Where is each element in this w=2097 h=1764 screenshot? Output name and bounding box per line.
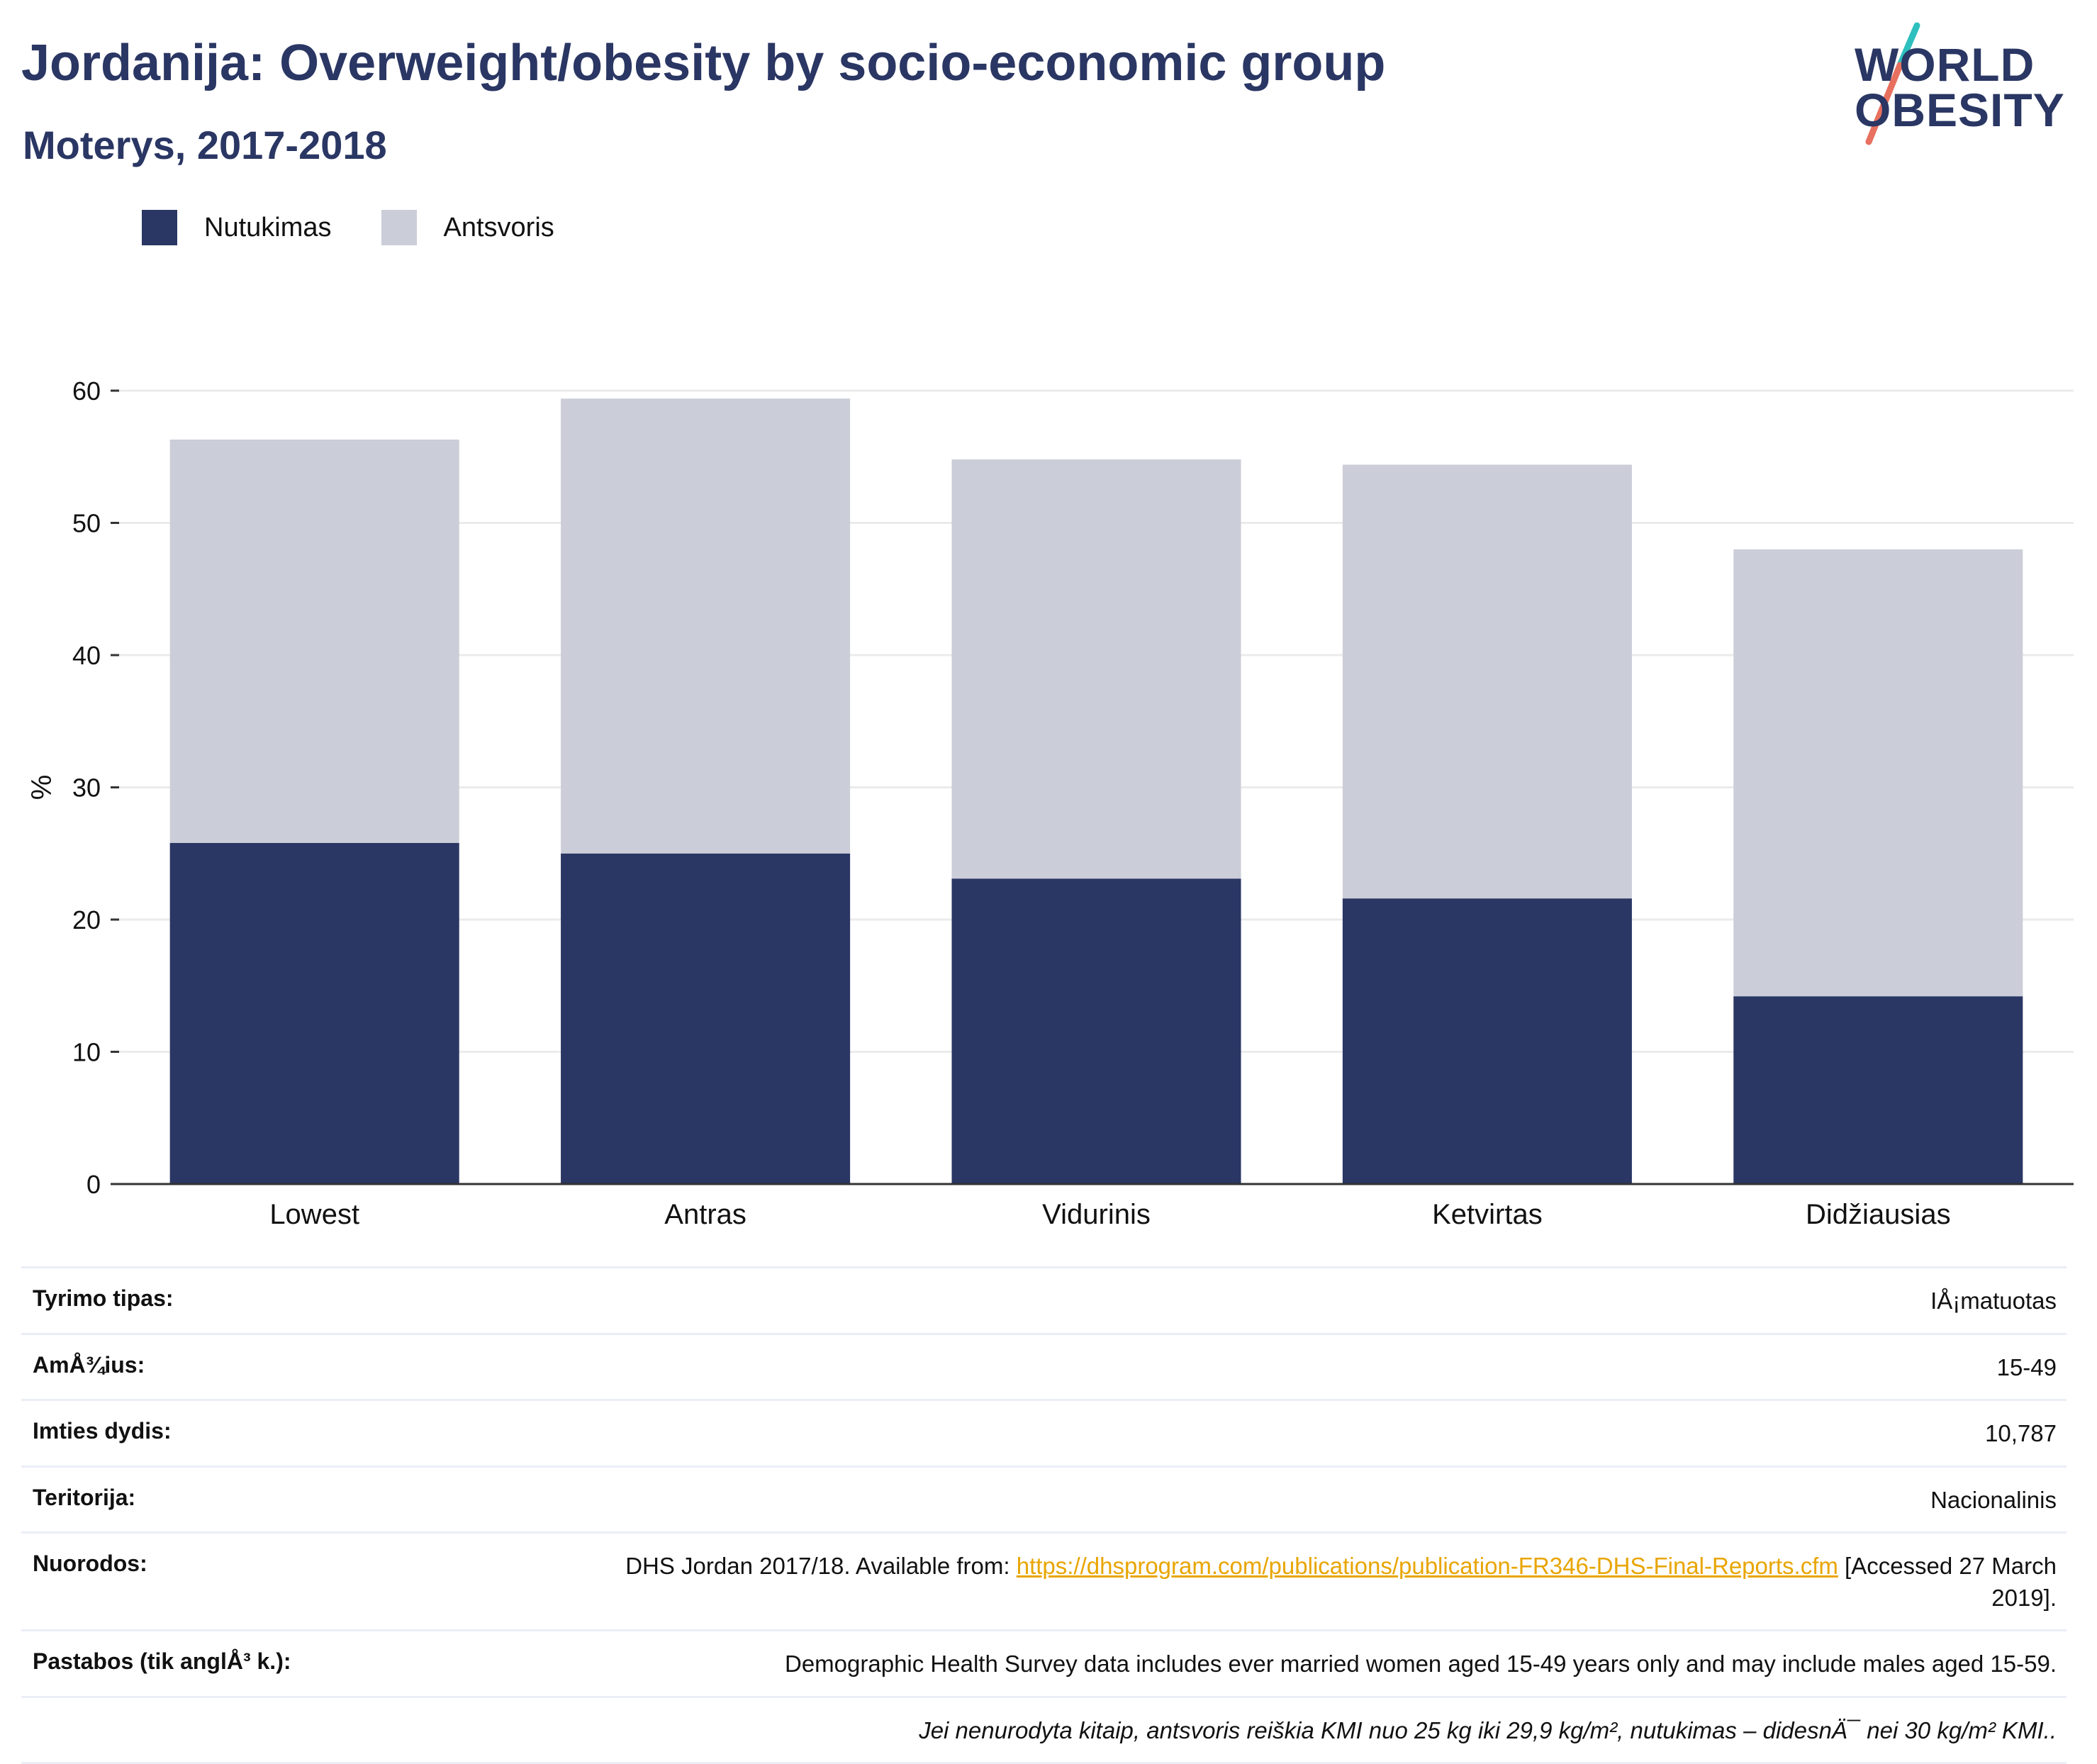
info-table: Tyrimo tipas: IÅ¡matuotas AmÅ¾ius: 15-49… xyxy=(21,1266,2067,1764)
info-row-notes: Pastabos (tik anglÅ³ k.): Demographic He… xyxy=(21,1629,2067,1696)
legend-label-overweight: Antsvoris xyxy=(443,212,554,242)
y-tick-label: 30 xyxy=(72,774,101,803)
info-value-age: 15-49 xyxy=(1996,1353,2057,1380)
info-row-definition: Jei nenurodyta kitaip, antsvoris reiškia… xyxy=(21,1695,2067,1764)
logo-slash-icon xyxy=(1865,22,1920,145)
chart-title: Jordanija: Overweight/obesity by socio-e… xyxy=(21,35,1386,91)
bar-obesity xyxy=(169,842,459,1184)
info-value-territory: Nacionalinis xyxy=(1930,1486,2057,1513)
logo-line-world: WORLD xyxy=(1855,38,2035,91)
reference-suffix: [Accessed 27 March 2019]. xyxy=(1838,1553,2057,1611)
bar-chart: 0 10 20 30 40 50 60% Lowest Antras Vidurinis Ketvi… xyxy=(26,376,2074,1230)
bar-obesity xyxy=(561,853,851,1184)
y-tick-label: 50 xyxy=(72,509,101,538)
info-value-survey-type: IÅ¡matuotas xyxy=(1930,1288,2057,1314)
info-label-sample-size: Imties dydis: xyxy=(33,1418,172,1444)
legend-item-overweight: Antsvoris xyxy=(381,210,554,245)
y-tick-label: 10 xyxy=(72,1038,101,1067)
info-value-references: DHS Jordan 2017/18. Available from: http… xyxy=(603,1551,2057,1614)
y-tick-label: 60 xyxy=(72,376,101,406)
bar-overweight xyxy=(1733,549,2023,997)
y-axis-label: % xyxy=(26,775,57,800)
bar-overweight xyxy=(169,440,459,843)
bar-obesity xyxy=(1342,898,1632,1184)
bar-overweight xyxy=(1342,464,1632,899)
x-tick-label: Ketvirtas xyxy=(1432,1199,1543,1230)
x-tick-label: Didžiausias xyxy=(1806,1199,1951,1230)
y-tick-label: 0 xyxy=(86,1170,101,1199)
info-label-survey-type: Tyrimo tipas: xyxy=(33,1285,174,1311)
legend-label-obesity: Nutukimas xyxy=(204,212,332,242)
y-tick-label: 20 xyxy=(72,905,101,934)
x-tick-label: Antras xyxy=(664,1199,746,1230)
chart-legend: Nutukimas Antsvoris xyxy=(142,210,604,245)
bar-obesity xyxy=(951,878,1241,1184)
info-row-age: AmÅ¾ius: 15-49 xyxy=(21,1332,2067,1400)
info-row-references: Nuorodos: DHS Jordan 2017/18. Available … xyxy=(21,1531,2067,1629)
world-obesity-logo: WORLD OBESITY xyxy=(1843,21,2084,149)
info-row-territory: Teritorija: Nacionalinis xyxy=(21,1465,2067,1532)
info-value-definition: Jei nenurodyta kitaip, antsvoris reiškia… xyxy=(919,1716,2057,1743)
chart-subtitle: Moterys, 2017-2018 xyxy=(23,123,387,167)
y-tick-label: 40 xyxy=(72,641,101,670)
x-tick-label: Lowest xyxy=(269,1199,359,1230)
legend-swatch-overweight xyxy=(381,210,417,245)
info-label-territory: Teritorija: xyxy=(33,1484,136,1510)
bar-obesity xyxy=(1733,996,2023,1184)
bar-overweight xyxy=(951,459,1241,879)
info-value-notes: Demographic Health Survey data includes … xyxy=(785,1651,2057,1678)
reference-link[interactable]: https://dhsprogram.com/publications/publ… xyxy=(1016,1553,1838,1580)
reference-prefix: DHS Jordan 2017/18. Available from: xyxy=(625,1553,1017,1580)
info-label-references: Nuorodos: xyxy=(33,1551,147,1577)
logo-line-obesity: OBESITY xyxy=(1855,84,2065,136)
info-row-survey-type: Tyrimo tipas: IÅ¡matuotas xyxy=(21,1266,2067,1333)
info-label-age: AmÅ¾ius: xyxy=(33,1351,145,1378)
bar-overweight xyxy=(561,398,851,854)
legend-item-obesity: Nutukimas xyxy=(142,210,332,245)
info-label-notes: Pastabos (tik anglÅ³ k.): xyxy=(33,1648,291,1675)
info-value-sample-size: 10,787 xyxy=(1985,1420,2057,1447)
legend-swatch-obesity xyxy=(142,210,177,245)
x-tick-label: Vidurinis xyxy=(1042,1199,1151,1230)
info-row-sample-size: Imties dydis: 10,787 xyxy=(21,1399,2067,1466)
